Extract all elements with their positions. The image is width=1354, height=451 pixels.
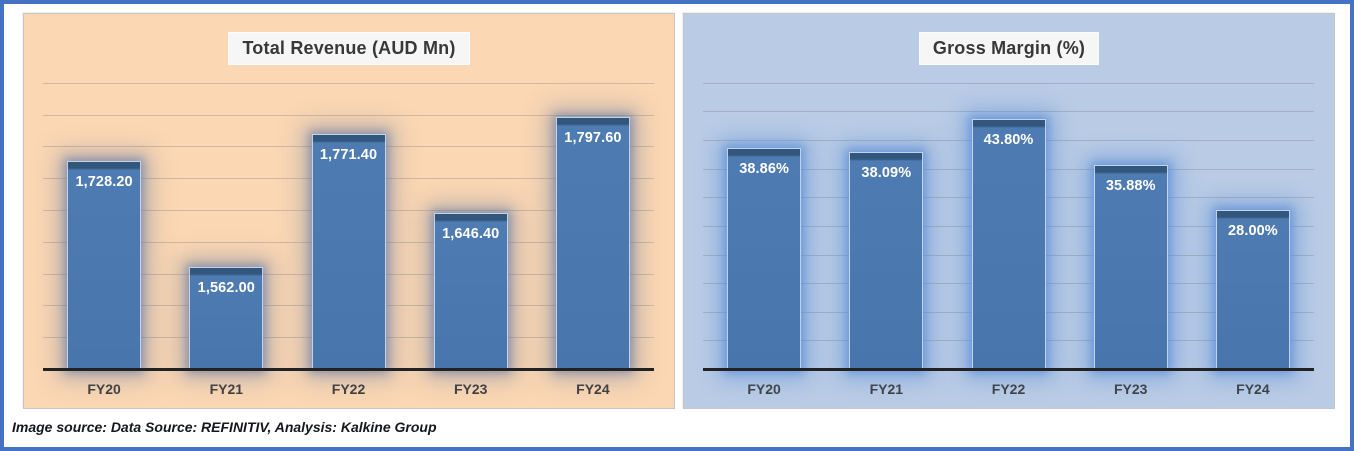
data-label-margin-fy21: 38.09% xyxy=(861,165,912,182)
data-label-margin-fy23: 35.88% xyxy=(1105,177,1156,194)
revenue-chart-panel: Total Revenue (AUD Mn) 1,728.20 1,562.00 xyxy=(23,13,675,409)
data-label-revenue-fy20: 1,728.20 xyxy=(75,174,133,191)
bar-margin-fy20: 38.86% xyxy=(727,147,802,371)
x-tick-fy24: FY24 xyxy=(1236,381,1270,398)
bar-slot: 1,771.40 xyxy=(287,84,409,371)
margin-plot-area: 38.86% 38.09% 43.80% xyxy=(703,82,1314,372)
bar-slot: 28.00% xyxy=(1192,84,1314,371)
bar-slot: 1,646.40 xyxy=(410,84,532,371)
bar-slot: 1,562.00 xyxy=(165,84,287,371)
x-tick-fy20: FY20 xyxy=(87,381,121,398)
revenue-chart-title: Total Revenue (AUD Mn) xyxy=(228,32,470,66)
bar-slot: 38.86% xyxy=(703,84,825,371)
bar-revenue-fy23: 1,646.40 xyxy=(433,213,508,371)
revenue-plot-area: 1,728.20 1,562.00 1,771.40 xyxy=(43,82,654,372)
x-tick-fy21: FY21 xyxy=(869,381,904,398)
bar-revenue-fy21: 1,562.00 xyxy=(189,267,264,371)
bar-revenue-fy20: 1,728.20 xyxy=(67,161,142,371)
margin-chart-title: Gross Margin (%) xyxy=(918,32,1100,66)
source-note: Image source: Data Source: REFINITIV, An… xyxy=(12,419,437,435)
data-label-margin-fy20: 38.86% xyxy=(739,160,789,177)
bar-revenue-fy22: 1,771.40 xyxy=(311,133,386,371)
x-tick-fy24: FY24 xyxy=(576,381,610,398)
gridline xyxy=(703,82,1314,84)
data-label-revenue-fy24: 1,797.60 xyxy=(564,130,622,147)
revenue-x-axis-line xyxy=(43,368,654,372)
bar-revenue-fy24: 1,797.60 xyxy=(555,117,630,371)
bar-slot: 1,728.20 xyxy=(43,84,165,371)
gridline xyxy=(43,114,654,116)
gridline xyxy=(43,82,654,84)
data-label-revenue-fy21: 1,562.00 xyxy=(197,280,255,297)
bar-slot: 35.88% xyxy=(1070,84,1192,371)
bar-margin-fy24: 28.00% xyxy=(1215,209,1290,371)
x-tick-fy23: FY23 xyxy=(453,381,488,398)
charts-row: Total Revenue (AUD Mn) 1,728.20 1,562.00 xyxy=(4,4,1350,409)
x-tick-fy22: FY22 xyxy=(991,381,1026,398)
bar-margin-fy23: 35.88% xyxy=(1093,164,1168,371)
x-tick-fy23: FY23 xyxy=(1113,381,1148,398)
data-label-margin-fy22: 43.80% xyxy=(983,132,1034,149)
bar-slot: 38.09% xyxy=(825,84,947,371)
gridline xyxy=(703,111,1314,113)
x-tick-fy21: FY21 xyxy=(209,381,244,398)
data-label-margin-fy24: 28.00% xyxy=(1228,222,1278,239)
data-label-revenue-fy22: 1,771.40 xyxy=(319,146,378,163)
bar-margin-fy21: 38.09% xyxy=(849,152,924,371)
bar-slot: 1,797.60 xyxy=(532,84,654,371)
margin-x-axis-labels: FY20 FY21 FY22 FY23 FY24 xyxy=(703,370,1314,408)
revenue-title-row: Total Revenue (AUD Mn) xyxy=(24,14,674,84)
x-tick-fy20: FY20 xyxy=(747,381,781,398)
gross-margin-chart-panel: Gross Margin (%) 38.86% 38.09% xyxy=(683,13,1335,409)
x-tick-fy22: FY22 xyxy=(331,381,366,398)
bar-margin-fy22: 43.80% xyxy=(971,119,1046,371)
margin-x-axis-line xyxy=(703,368,1314,372)
revenue-x-axis-labels: FY20 FY21 FY22 FY23 FY24 xyxy=(43,370,654,408)
data-label-revenue-fy23: 1,646.40 xyxy=(442,226,500,243)
margin-title-row: Gross Margin (%) xyxy=(684,14,1334,84)
revenue-bars: 1,728.20 1,562.00 1,771.40 xyxy=(43,84,654,371)
bar-slot: 43.80% xyxy=(947,84,1069,371)
margin-bars: 38.86% 38.09% 43.80% xyxy=(703,84,1314,371)
